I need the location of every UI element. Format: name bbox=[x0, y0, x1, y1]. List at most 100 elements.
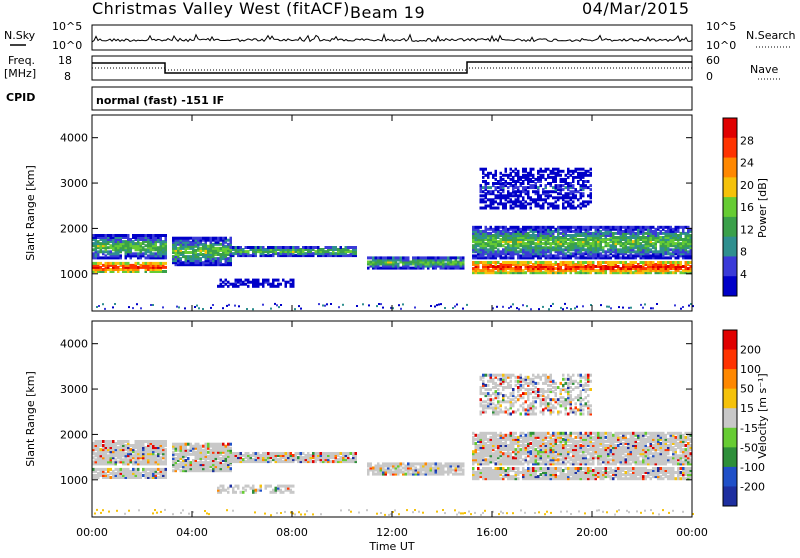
scatter-cell bbox=[535, 234, 538, 237]
scatter-cell bbox=[652, 242, 655, 245]
scatter-cell bbox=[492, 190, 495, 193]
scatter-cell bbox=[572, 190, 575, 193]
scatter-cell bbox=[197, 461, 200, 464]
scatter-cell bbox=[550, 170, 553, 173]
scatter-cell bbox=[560, 261, 563, 264]
scatter-cell bbox=[107, 474, 110, 477]
scatter-cell bbox=[187, 457, 190, 460]
scatter-cell bbox=[527, 232, 530, 235]
scatter-cell bbox=[527, 190, 530, 193]
scatter-cell bbox=[618, 306, 620, 308]
scatter-cell bbox=[152, 304, 154, 306]
scatter-cell bbox=[562, 226, 565, 229]
scatter-cell bbox=[165, 262, 168, 265]
scatter-cell bbox=[537, 186, 540, 189]
scatter-cell bbox=[235, 246, 238, 249]
scatter-cell bbox=[257, 489, 260, 492]
scatter-cell bbox=[542, 226, 545, 229]
scatter-cell bbox=[175, 443, 178, 446]
scatter-cell bbox=[122, 262, 125, 265]
nsearch-tick-bottom: 10^0 bbox=[706, 39, 736, 52]
scatter-cell bbox=[527, 226, 530, 229]
scatter-cell bbox=[547, 226, 550, 229]
ytick-label: 4000 bbox=[60, 132, 88, 145]
scatter-cell bbox=[472, 467, 475, 470]
scatter-cell bbox=[444, 307, 446, 309]
scatter-cell bbox=[497, 240, 500, 243]
scatter-cell bbox=[495, 186, 498, 189]
scatter-cell bbox=[107, 250, 110, 253]
scatter-cell bbox=[135, 252, 138, 255]
scatter-cell bbox=[487, 198, 490, 201]
scatter-cell bbox=[175, 453, 178, 456]
scatter-cell bbox=[332, 460, 335, 463]
scatter-cell bbox=[600, 252, 603, 255]
scatter-cell bbox=[212, 243, 215, 246]
scatter-cell bbox=[340, 456, 343, 459]
scatter-cell bbox=[485, 174, 488, 177]
scatter-cell bbox=[160, 234, 163, 237]
scatter-cell bbox=[277, 246, 280, 249]
power-heatmap bbox=[92, 168, 694, 311]
scatter-cell bbox=[287, 485, 290, 488]
scatter-cell bbox=[235, 452, 238, 455]
scatter-cell bbox=[147, 234, 150, 237]
scatter-cell bbox=[402, 256, 405, 259]
scatter-cell bbox=[367, 462, 370, 465]
scatter-cell bbox=[557, 192, 560, 195]
scatter-cell bbox=[647, 261, 650, 264]
scatter-cell bbox=[582, 252, 585, 255]
scatter-cell bbox=[496, 306, 498, 308]
scatter-cell bbox=[530, 234, 533, 237]
scatter-cell bbox=[495, 467, 498, 470]
scatter-cell bbox=[375, 465, 378, 468]
scatter-cell bbox=[150, 234, 153, 237]
scatter-cell bbox=[635, 250, 638, 253]
scatter-cell bbox=[135, 468, 138, 471]
scatter-cell bbox=[262, 246, 265, 249]
scatter-cell bbox=[150, 304, 152, 306]
scatter-cell bbox=[210, 443, 213, 446]
scatter-cell bbox=[240, 246, 243, 249]
scatter-cell bbox=[580, 261, 583, 264]
scatter-cell bbox=[555, 271, 558, 274]
scatter-cell bbox=[550, 305, 552, 307]
scatter-cell bbox=[402, 471, 405, 474]
scatter-cell bbox=[590, 168, 593, 171]
scatter-cell bbox=[330, 246, 333, 249]
scatter-cell bbox=[270, 283, 273, 286]
scatter-cell bbox=[672, 271, 675, 274]
scatter-cell bbox=[585, 200, 588, 203]
scatter-cell bbox=[395, 256, 398, 259]
scatter-cell bbox=[217, 257, 220, 260]
scatter-cell bbox=[130, 238, 133, 241]
scatter-cell bbox=[97, 472, 100, 475]
scatter-cell bbox=[512, 170, 515, 173]
scatter-cell bbox=[326, 303, 328, 305]
scatter-cell bbox=[595, 265, 598, 268]
scatter-cell bbox=[130, 448, 133, 451]
scatter-cell bbox=[595, 269, 598, 272]
scatter-cell bbox=[137, 266, 140, 269]
scatter-cell bbox=[515, 198, 518, 201]
scatter-cell bbox=[487, 182, 490, 185]
scatter-cell bbox=[310, 246, 313, 249]
scatter-cell bbox=[430, 462, 433, 465]
freq-unit-label: [MHz] bbox=[4, 67, 36, 80]
scatter-cell bbox=[417, 469, 420, 472]
scatter-cell bbox=[682, 265, 685, 268]
scatter-cell bbox=[570, 234, 573, 237]
scatter-cell bbox=[210, 307, 212, 309]
scatter-cell bbox=[477, 226, 480, 229]
ytick-label: 2000 bbox=[60, 222, 88, 235]
scatter-cell bbox=[560, 174, 563, 177]
scatter-cell bbox=[280, 489, 283, 492]
scatter-cell bbox=[485, 256, 488, 259]
scatter-cell bbox=[685, 261, 688, 264]
scatter-cell bbox=[562, 188, 565, 191]
scatter-cell bbox=[466, 304, 468, 306]
scatter-cell bbox=[277, 279, 280, 282]
scatter-cell bbox=[517, 186, 520, 189]
scatter-cell bbox=[115, 234, 118, 237]
scatter-cell bbox=[242, 487, 245, 490]
